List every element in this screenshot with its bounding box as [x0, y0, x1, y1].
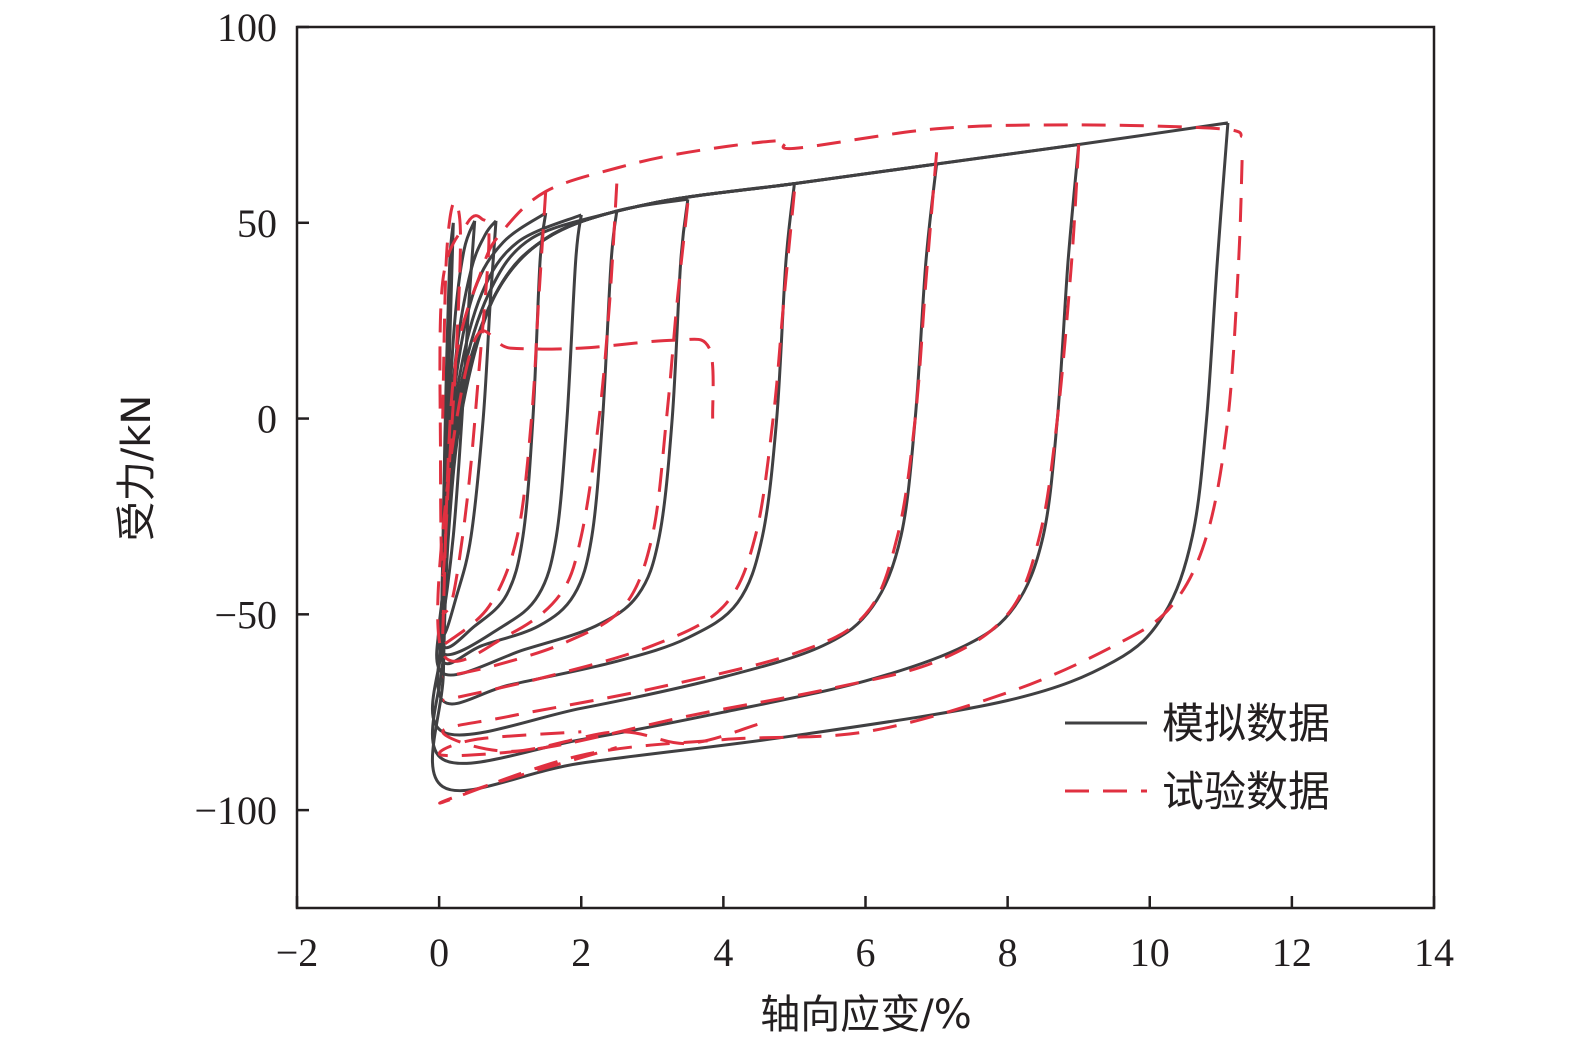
- x-tick-label: 0: [429, 930, 449, 975]
- y-tick-label: 100: [217, 5, 277, 50]
- y-tick-label: 50: [237, 201, 277, 246]
- experimental-loop: [442, 191, 796, 702]
- y-tick-label: −50: [214, 592, 277, 637]
- x-axis-title: 轴向应变/%: [760, 992, 971, 1038]
- x-tick-label: 10: [1130, 930, 1170, 975]
- x-tick-label: 14: [1414, 930, 1454, 975]
- experimental-loop: [441, 152, 939, 753]
- simulated-loop: [438, 209, 619, 666]
- experimental-loop: [441, 191, 548, 647]
- series-layer: [430, 121, 1244, 805]
- legend-label-simulated: 模拟数据: [1162, 699, 1330, 748]
- x-tick-label: 4: [713, 930, 733, 975]
- experimental-loop: [436, 183, 715, 663]
- series-experimental: [436, 123, 1244, 805]
- experimental-loop: [437, 144, 1081, 758]
- x-tick-label: 6: [856, 930, 876, 975]
- experimental-loop: [438, 160, 1244, 805]
- x-tick-label: 12: [1272, 930, 1312, 975]
- simulated-loop: [436, 182, 796, 706]
- x-tick-label: 8: [998, 930, 1018, 975]
- y-tick-label: −100: [194, 788, 277, 833]
- experimental-loop: [441, 123, 1244, 634]
- x-tick-label: 2: [571, 930, 591, 975]
- x-tick-label: −2: [276, 930, 319, 975]
- legend-label-experimental: 试验数据: [1162, 767, 1330, 816]
- legend: 模拟数据 试验数据: [1065, 699, 1330, 816]
- y-axis-title: 受力/kN: [114, 395, 160, 542]
- axis-ticks: −2 0 2 4 6 8 10 12 14 −100 −50 0 50 100: [194, 5, 1454, 975]
- experimental-loop: [442, 203, 690, 679]
- simulated-loop: [430, 121, 1230, 793]
- y-tick-label: 0: [257, 397, 277, 442]
- series-simulated: [430, 121, 1230, 793]
